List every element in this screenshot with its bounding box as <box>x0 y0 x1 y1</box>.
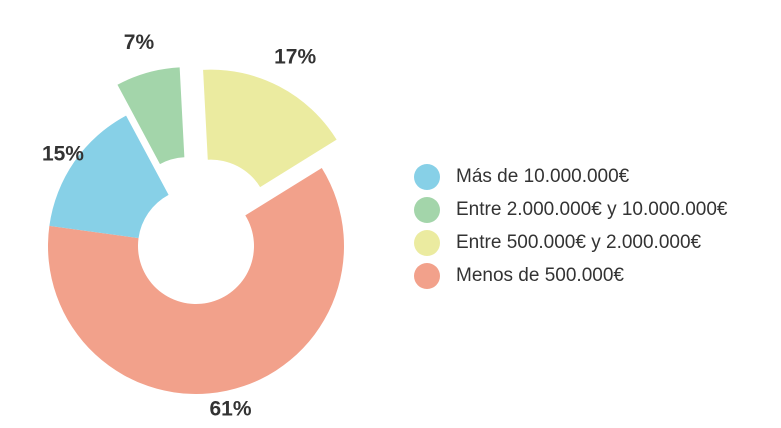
slice-mas-de-10m <box>49 115 169 239</box>
legend: Más de 10.000.000€ Entre 2.000.000€ y 10… <box>414 160 728 292</box>
legend-swatch-entre-2m-10m <box>414 196 440 223</box>
slice-menos-de-500k <box>48 168 344 394</box>
legend-item: Menos de 500.000€ <box>414 259 728 292</box>
legend-item: Entre 2.000.000€ y 10.000.000€ <box>414 193 728 226</box>
slice-label-mas-de-10m: 15% <box>42 143 84 166</box>
legend-item: Más de 10.000.000€ <box>414 160 728 193</box>
slice-entre-2m-10m <box>117 67 185 165</box>
legend-swatch-mas-de-10m <box>414 163 440 190</box>
donut-slices <box>48 67 344 394</box>
legend-label: Entre 500.000€ y 2.000.000€ <box>456 231 702 253</box>
legend-label: Más de 10.000.000€ <box>456 165 630 187</box>
legend-label: Entre 2.000.000€ y 10.000.000€ <box>456 198 728 220</box>
slice-entre-500k-2m <box>203 69 337 188</box>
slice-labels: 17% 61% 15% 7% <box>42 31 317 421</box>
legend-item: Entre 500.000€ y 2.000.000€ <box>414 226 728 259</box>
slice-label-menos-de-500k: 61% <box>209 397 251 420</box>
slice-label-entre-2m-10m: 7% <box>124 31 155 54</box>
legend-label: Menos de 500.000€ <box>456 264 624 286</box>
slice-label-entre-500k-2m: 17% <box>274 45 316 68</box>
legend-swatch-menos-de-500k <box>414 262 440 289</box>
legend-swatch-entre-500k-2m <box>414 229 440 256</box>
